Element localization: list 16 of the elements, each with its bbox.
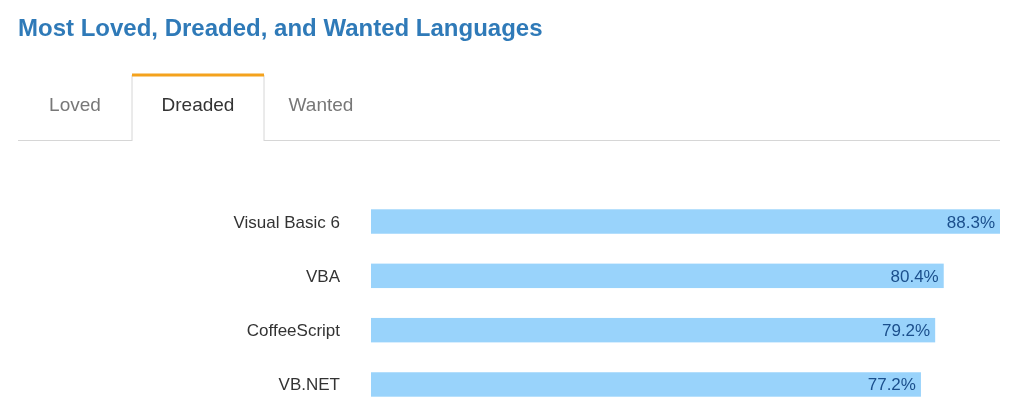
text: Wanted bbox=[288, 94, 354, 115]
bar bbox=[371, 263, 944, 289]
bar bbox=[371, 317, 936, 343]
chart-title: Most Loved, Dreaded, and Wanted Languages bbox=[18, 14, 543, 41]
y-tick-label: VBA bbox=[305, 266, 341, 286]
y-tick-label: CoffeeScript bbox=[246, 321, 341, 341]
data-label: 79.2% bbox=[881, 321, 931, 341]
text: Loved bbox=[49, 94, 101, 115]
y-tick-label: Visual Basic 6 bbox=[233, 212, 340, 232]
data-label: 77.2% bbox=[867, 375, 916, 395]
y-tick-label: VB.NET bbox=[278, 375, 340, 395]
bar bbox=[371, 372, 921, 397]
data-label: 80.4% bbox=[890, 266, 939, 286]
text: Dreaded bbox=[161, 94, 235, 115]
data-label: 88.3% bbox=[946, 212, 995, 232]
bar bbox=[371, 209, 1000, 234]
